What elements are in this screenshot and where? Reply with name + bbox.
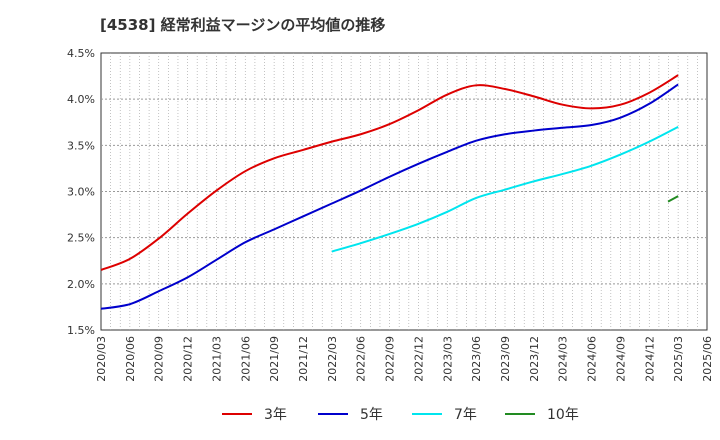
series-layer: [100, 74, 679, 310]
x-tick-label: 2021/06: [239, 336, 252, 382]
y-tick-label: 3.0%: [67, 186, 95, 199]
y-tick-label: 2.0%: [67, 278, 95, 291]
plot-area: [100, 52, 708, 331]
x-tick-label: 2021/12: [297, 336, 310, 382]
series-line-5年: [100, 83, 679, 310]
x-tick-label: 2022/06: [355, 336, 368, 382]
legend-label: 3年: [264, 407, 287, 423]
x-tick-label: 2023/12: [528, 336, 541, 382]
y-tick-label: 3.5%: [67, 139, 95, 152]
y-tick-label: 2.5%: [67, 232, 95, 245]
x-tick-label: 2025/03: [672, 336, 685, 382]
x-tick-label: 2021/09: [268, 336, 281, 382]
x-tick-label: 2024/12: [643, 336, 656, 382]
x-tick-label: 2024/03: [557, 336, 570, 382]
x-tick-label: 2022/09: [384, 336, 397, 382]
x-tick-label: 2024/09: [614, 336, 627, 382]
y-tick-label: 1.5%: [67, 324, 95, 337]
x-tick-label: 2025/06: [701, 336, 714, 382]
legend-label: 5年: [360, 407, 383, 423]
x-tick-label: 2020/06: [124, 336, 137, 382]
x-tick-label: 2021/03: [210, 336, 223, 382]
x-tick-label: 2023/03: [441, 336, 454, 382]
x-tick-label: 2024/06: [586, 336, 599, 382]
series-line-3年: [100, 74, 679, 271]
x-tick-label: 2022/03: [326, 336, 339, 382]
x-tick-label: 2020/09: [153, 336, 166, 382]
chart-title: [4538] 経常利益マージンの平均値の推移: [100, 16, 386, 34]
legend: 3年 5年 7年 10年: [222, 407, 579, 423]
legend-label: 7年: [454, 407, 477, 423]
x-tick-label: 2023/06: [470, 336, 483, 382]
x-tick-label: 2023/09: [499, 336, 512, 382]
series-line-7年: [331, 125, 679, 253]
x-tick-label: 2020/03: [95, 336, 108, 382]
axis-layer: 4.5% 4.0% 3.5% 3.0% 2.5% 2.0% 1.5%2020/03 2020/…: [67, 47, 714, 382]
series-line-10年: [667, 195, 679, 203]
x-tick-label: 2022/12: [412, 336, 425, 382]
legend-label: 10年: [547, 407, 579, 423]
x-tick-label: 2020/12: [182, 336, 195, 382]
y-tick-label: 4.0%: [67, 93, 95, 106]
y-tick-label: 4.5%: [67, 47, 95, 60]
